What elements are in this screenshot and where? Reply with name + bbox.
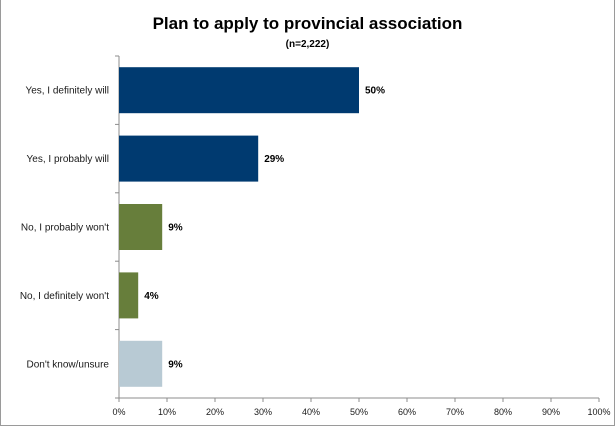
x-tick-label: 60% bbox=[398, 407, 416, 417]
x-tick-label: 100% bbox=[587, 407, 610, 417]
category-label: Yes, I probably will bbox=[27, 154, 109, 165]
data-label: 9% bbox=[168, 223, 183, 234]
data-label: 9% bbox=[168, 359, 183, 370]
bar bbox=[119, 135, 259, 182]
data-label: 29% bbox=[264, 154, 284, 165]
x-tick-label: 70% bbox=[446, 407, 464, 417]
category-label: Yes, I definitely will bbox=[25, 86, 109, 97]
x-tick-label: 90% bbox=[542, 407, 560, 417]
x-tick-label: 80% bbox=[494, 407, 512, 417]
x-tick-label: 10% bbox=[158, 407, 176, 417]
x-tick-label: 20% bbox=[206, 407, 224, 417]
chart-title: Plan to apply to provincial association bbox=[152, 14, 463, 33]
x-tick-label: 0% bbox=[112, 407, 125, 417]
chart-subtitle: (n=2,222) bbox=[285, 39, 330, 50]
bar bbox=[119, 67, 359, 114]
data-label: 50% bbox=[365, 86, 385, 97]
category-label: No, I definitely won't bbox=[20, 291, 109, 302]
x-tick-label: 30% bbox=[254, 407, 272, 417]
x-tick-label: 40% bbox=[302, 407, 320, 417]
x-tick-label: 50% bbox=[350, 407, 368, 417]
bar bbox=[119, 340, 163, 387]
data-label: 4% bbox=[144, 291, 159, 302]
bar bbox=[119, 272, 139, 319]
bar bbox=[119, 204, 163, 250]
category-label: No, I probably won't bbox=[21, 223, 109, 234]
category-label: Don't know/unsure bbox=[26, 359, 109, 370]
